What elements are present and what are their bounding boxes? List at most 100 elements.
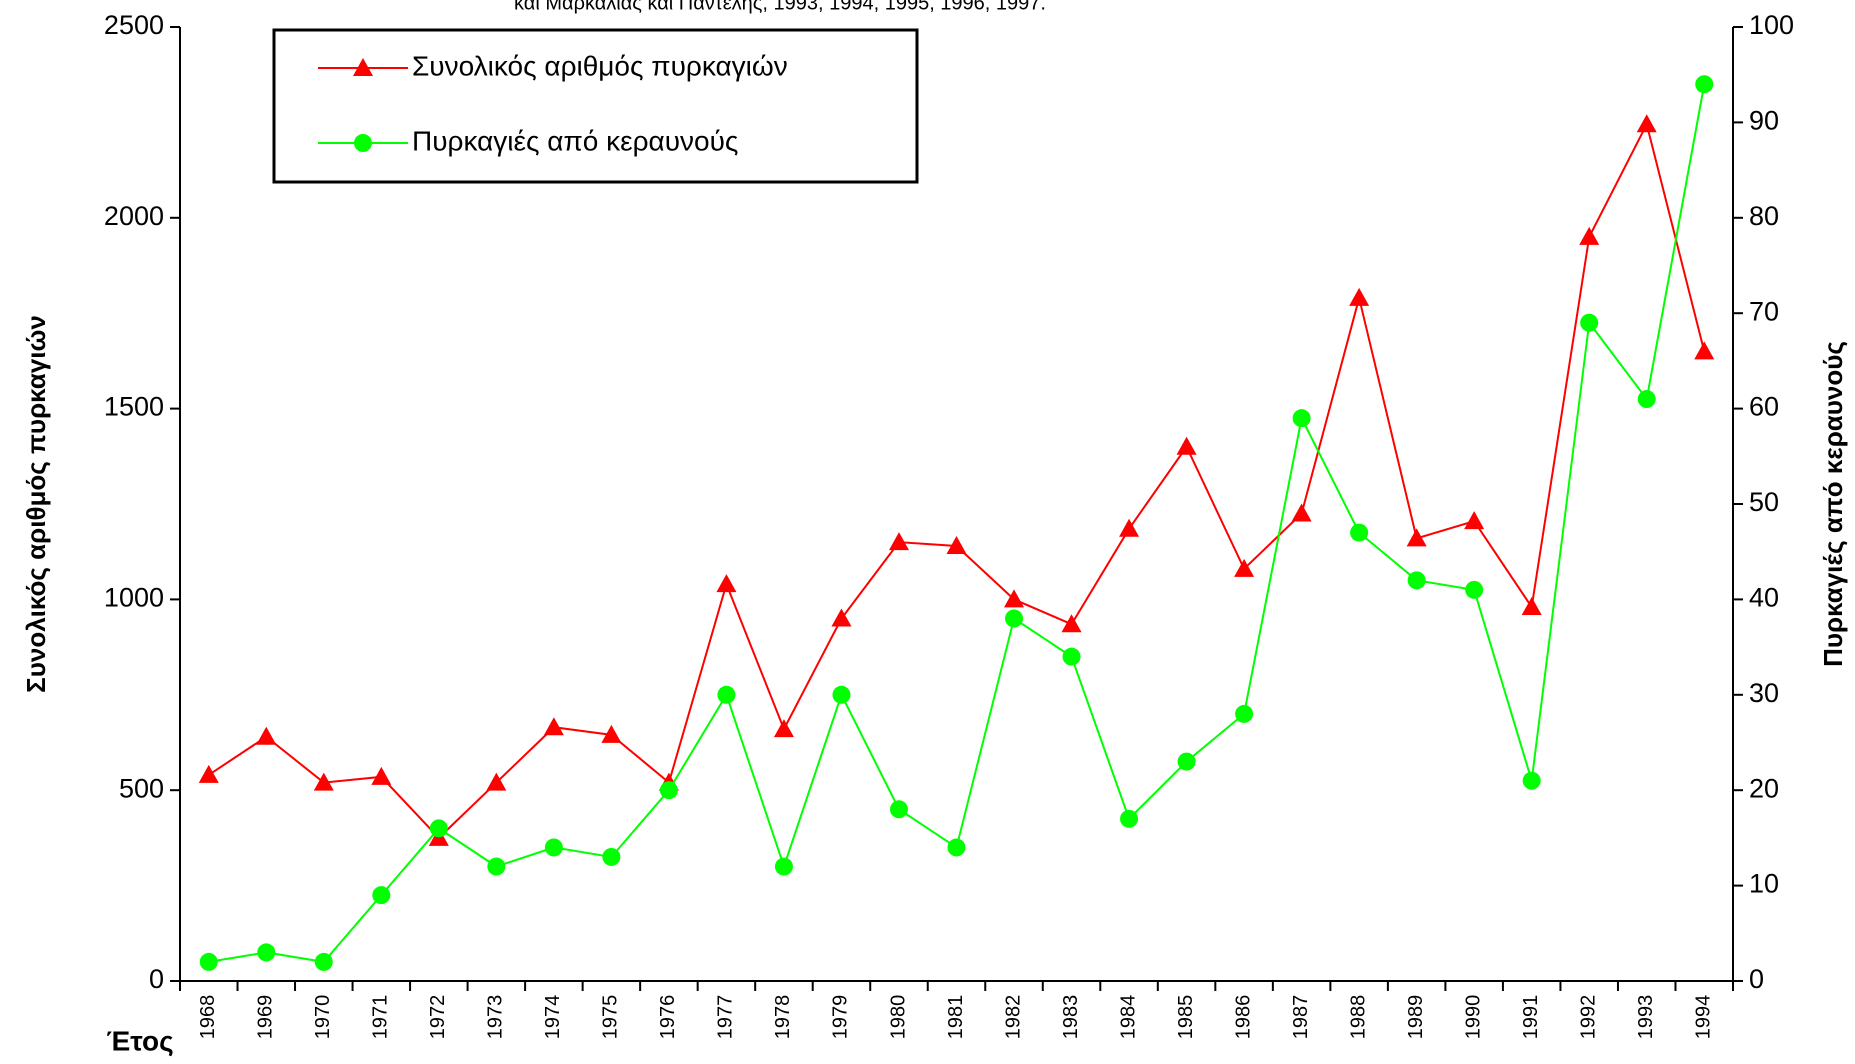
x-tick-label: 1972 [427,995,449,1040]
x-tick-label: 1990 [1462,995,1484,1040]
data-point [1406,528,1427,547]
data-point [372,886,391,905]
data-point [1695,75,1714,94]
y-axis-label: Συνολικός αριθμός πυρκαγιών [21,315,51,693]
x-tick-label: 1978 [772,995,794,1040]
x-tick-label: 1981 [945,995,967,1040]
data-point [889,800,908,819]
data-point [1694,341,1715,360]
data-point [1176,436,1197,455]
x-tick-label: 1988 [1347,995,1369,1040]
data-point [888,532,909,551]
y2-tick-label: 0 [1749,964,1764,994]
y2-tick-label: 60 [1749,392,1779,422]
data-point [1062,647,1081,666]
y2-tick-label: 70 [1749,296,1779,326]
series [199,75,1714,971]
x-tick-label: 1991 [1520,995,1542,1040]
data-point [1177,752,1196,771]
x-tick-label: 1980 [887,995,909,1040]
data-point [1292,409,1311,428]
x-tick-label: 1993 [1635,995,1657,1040]
data-point [257,943,276,962]
x-tick-label: 1994 [1693,995,1715,1040]
data-point [659,781,678,800]
data-point [601,724,622,743]
data-point [1350,523,1369,542]
x-tick-label: 1968 [197,995,219,1040]
x-tick-label: 1971 [370,995,392,1040]
x-tick-label: 1973 [485,995,507,1040]
y-tick-label: 500 [119,773,164,803]
data-point [947,838,966,857]
y2-tick-label: 90 [1749,106,1779,136]
series [198,114,1715,846]
data-point [1522,771,1541,790]
x-tick-label: 1979 [830,995,852,1040]
x-tick-label: 1982 [1002,995,1024,1040]
data-point [1061,614,1082,633]
x-tick-label: 1970 [312,995,334,1040]
x-tick-label: 1984 [1117,995,1139,1040]
data-point [1464,511,1485,530]
x-tick-label: 1974 [542,995,564,1040]
x-axis-label: Έτος [106,1025,173,1056]
x-tick-label: 1976 [657,995,679,1040]
x-tick-label: 1969 [255,995,277,1040]
y2-axis-label: Πυρκαγιές από κεραυνούς [1818,341,1848,667]
x-tick-label: 1986 [1232,995,1254,1040]
data-point [1234,558,1255,577]
x-tick-label: 1985 [1175,995,1197,1040]
series-line [208,121,1706,840]
data-point [602,847,621,866]
data-point [543,717,564,736]
data-point [486,772,507,791]
data-point [717,685,736,704]
data-point [1637,390,1656,409]
data-point [487,857,506,876]
y2-tick-label: 80 [1749,201,1779,231]
data-point [1407,571,1426,590]
data-point [199,952,218,971]
y-tick-label: 1500 [104,392,164,422]
data-point [773,719,794,738]
data-point [1119,518,1140,537]
data-point [354,134,372,152]
y2-tick-label: 30 [1749,678,1779,708]
data-point [1004,589,1025,608]
data-point [544,838,563,857]
y-tick-label: 2000 [104,201,164,231]
data-point [314,952,333,971]
y2-tick-label: 40 [1749,583,1779,613]
legend-label: Πυρκαγιές από κεραυνούς [412,125,738,156]
data-point [1120,809,1139,828]
data-point [946,535,967,554]
legend: Συνολικός αριθμός πυρκαγιών Πυρκαγιές από… [272,28,919,184]
data-point [1465,580,1484,599]
data-point [313,772,334,791]
y2-tick-label: 10 [1749,869,1779,899]
y2-tick-label: 100 [1749,10,1794,40]
data-point [831,608,852,627]
x-tick-label: 1987 [1290,995,1312,1040]
data-point [1005,609,1024,628]
x-tick-label: 1989 [1405,995,1427,1040]
data-point [716,574,737,593]
x-tick-label: 1977 [715,995,737,1040]
data-point [353,58,373,76]
legend-box [272,28,919,184]
data-point [256,726,277,745]
data-point [198,764,219,783]
x-tick-label: 1992 [1577,995,1599,1040]
data-point [371,766,392,785]
x-tick-label: 1975 [600,995,622,1040]
data-point [429,819,448,838]
data-point [1580,313,1599,332]
data-point [832,685,851,704]
y-tick-label: 2500 [104,10,164,40]
y-tick-label: 0 [149,964,164,994]
data-point [1291,503,1312,522]
data-point [1636,114,1657,133]
data-point [1235,704,1254,723]
